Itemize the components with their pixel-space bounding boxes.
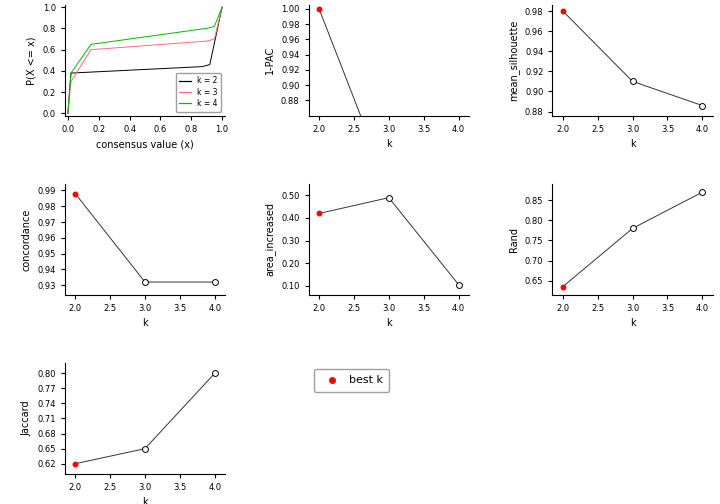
- Point: [70, 190, 81, 198]
- X-axis label: k: k: [630, 318, 636, 328]
- X-axis label: k: k: [142, 318, 148, 328]
- Point: [209, 278, 220, 286]
- Point: [313, 210, 325, 218]
- Point: [453, 180, 464, 188]
- Point: [383, 194, 395, 202]
- X-axis label: consensus value (x): consensus value (x): [96, 139, 194, 149]
- Y-axis label: 1-PAC: 1-PAC: [266, 46, 275, 75]
- Y-axis label: area_increased: area_increased: [265, 203, 276, 276]
- Point: [627, 224, 639, 232]
- X-axis label: k: k: [142, 497, 148, 504]
- Point: [696, 101, 708, 109]
- Point: [627, 78, 639, 86]
- Legend: best k: best k: [314, 369, 390, 392]
- Point: [557, 283, 569, 291]
- X-axis label: k: k: [386, 318, 392, 328]
- Y-axis label: concordance: concordance: [22, 208, 32, 271]
- Point: [696, 188, 708, 196]
- Point: [313, 5, 325, 13]
- Point: [70, 460, 81, 468]
- Point: [557, 7, 569, 15]
- Y-axis label: Jaccard: Jaccard: [22, 401, 32, 436]
- Point: [139, 445, 150, 453]
- Point: [453, 281, 464, 289]
- Point: [383, 184, 395, 192]
- Point: [139, 278, 150, 286]
- Y-axis label: mean_silhouette: mean_silhouette: [508, 20, 519, 101]
- Y-axis label: Rand: Rand: [509, 227, 519, 252]
- Legend: k = 2, k = 3, k = 4: k = 2, k = 3, k = 4: [176, 73, 221, 112]
- X-axis label: k: k: [630, 139, 636, 149]
- X-axis label: k: k: [386, 139, 392, 149]
- Y-axis label: P(X <= x): P(X <= x): [27, 36, 37, 85]
- Point: [209, 369, 220, 377]
